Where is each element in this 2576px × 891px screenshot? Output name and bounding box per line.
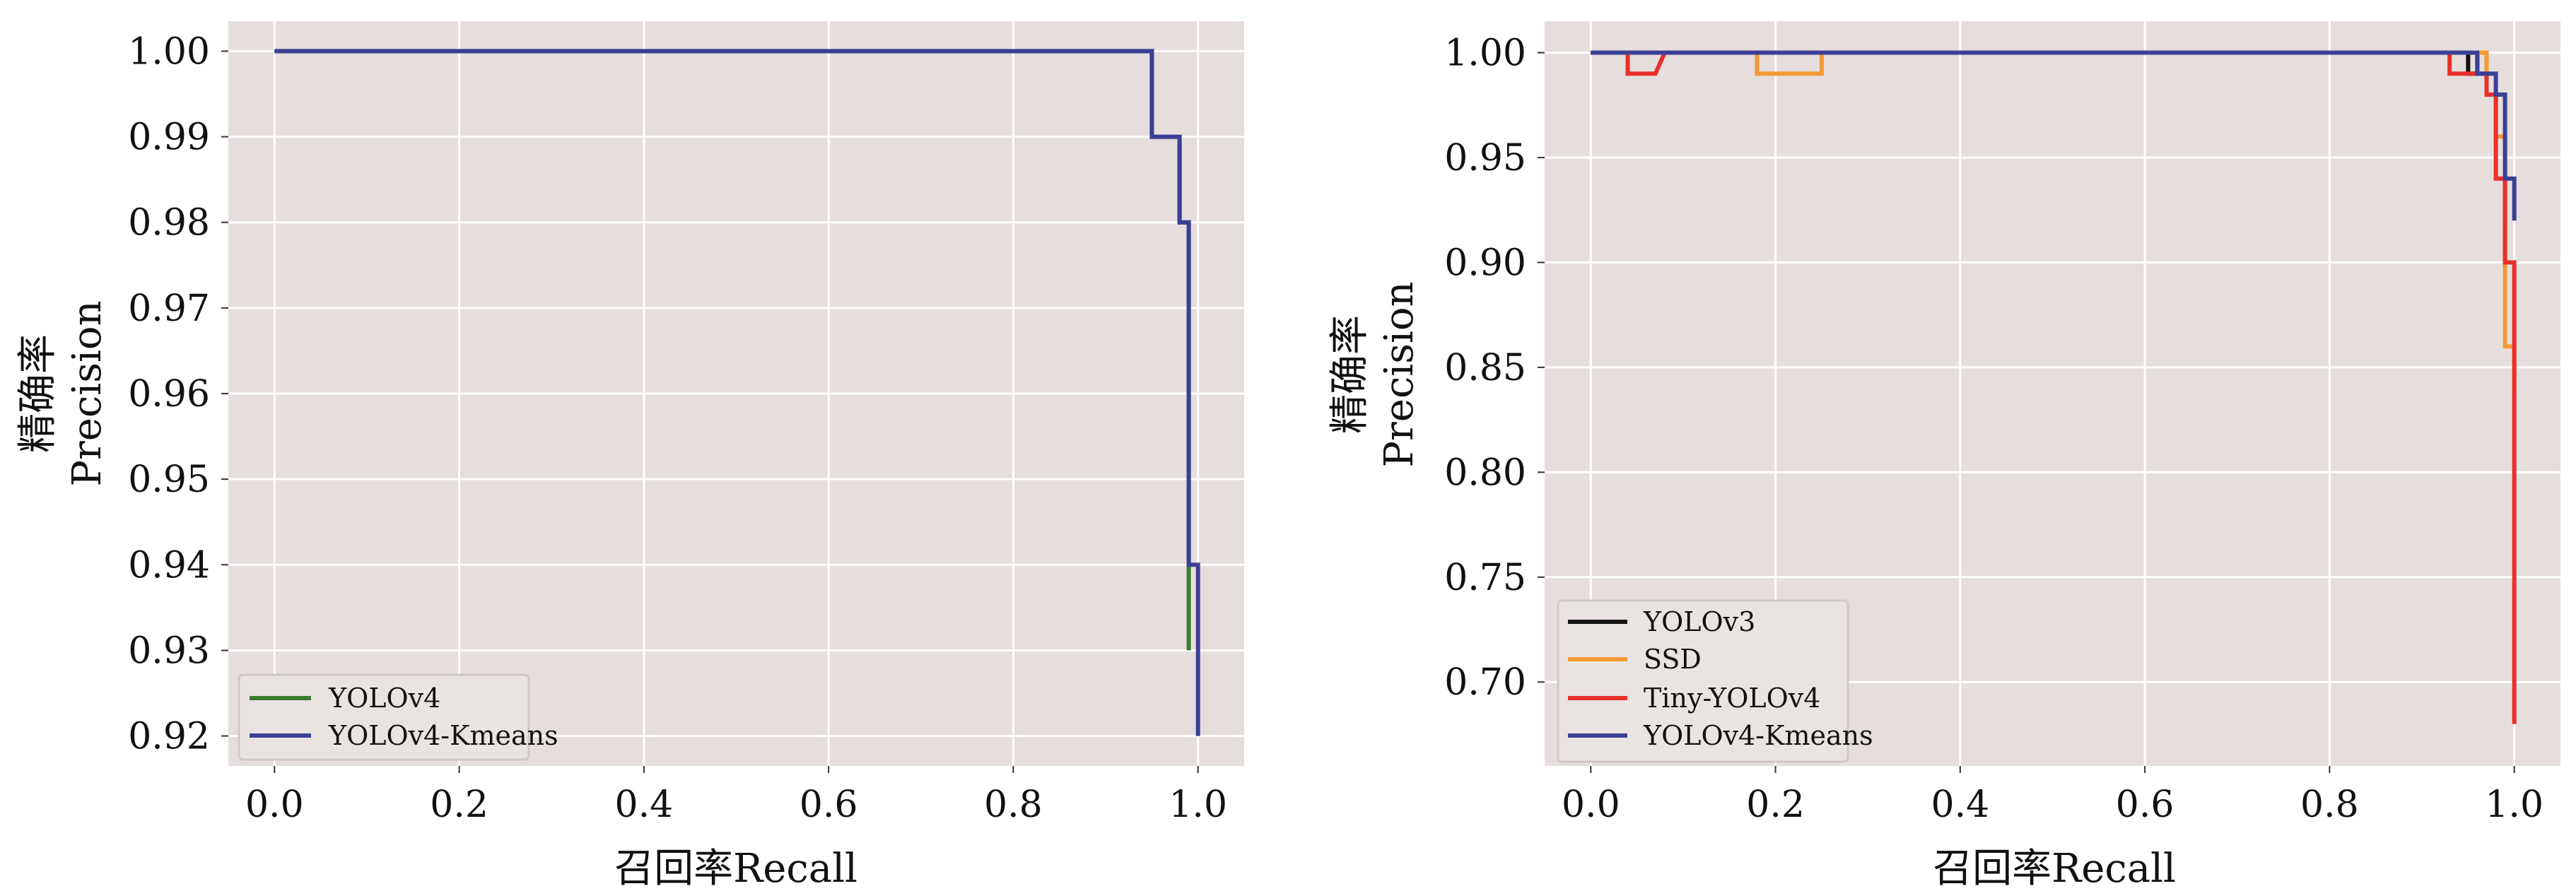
left-y-axis-label-en: Precision — [64, 300, 110, 486]
left-series — [274, 49, 1200, 736]
left-legend-box — [238, 673, 530, 761]
legend-label-ssd: SSD — [1644, 644, 1702, 675]
series-line-yolov4-kmeans — [274, 49, 1200, 736]
y-tick-label: 1.00 — [128, 30, 210, 73]
left-ticks: 0.0 0.2 0.4 0.6 0.8 1.0 0.92 0.93 0.94 0.95 0.96 0.… — [128, 30, 1227, 826]
y-tick-label: 0.92 — [128, 716, 210, 758]
x-tick-label: 0.8 — [984, 784, 1043, 826]
y-tick-label: 0.97 — [128, 288, 210, 330]
x-tick-label: 0.0 — [245, 784, 304, 826]
left-x-axis-label: 召回率Recall — [614, 846, 857, 891]
x-tick-label: 0.6 — [2116, 784, 2174, 826]
legend-label-yolov3: YOLOv3 — [1643, 606, 1755, 637]
y-tick-label: 0.93 — [128, 630, 210, 672]
y-tick-label: 0.90 — [1444, 242, 1526, 284]
right-legend-box — [1557, 599, 1849, 763]
legend-label-yolov4-kmeans: YOLOv4-Kmeans — [328, 720, 558, 751]
x-tick-label: 1.0 — [1169, 784, 1227, 826]
y-tick-label: 0.94 — [128, 544, 210, 586]
x-tick-label: 0.4 — [615, 784, 674, 826]
x-tick-label: 0.2 — [430, 784, 488, 826]
y-tick-label: 0.95 — [128, 459, 210, 501]
right-ticks: 0.0 0.2 0.4 0.6 0.8 1.0 0.70 0.75 0.80 0.85 0.90 0.… — [1444, 33, 2543, 826]
left-legend: YOLOv4 YOLOv4-Kmeans — [238, 673, 558, 761]
y-tick-label: 0.80 — [1444, 452, 1526, 494]
right-series — [1591, 50, 2517, 724]
legend-label-yolov4-kmeans-right: YOLOv4-Kmeans — [1643, 720, 1873, 751]
x-tick-label: 0.6 — [800, 784, 858, 826]
y-tick-label: 0.96 — [128, 373, 210, 415]
series-line-yolov4-kmeans — [1591, 50, 2517, 221]
x-tick-label: 1.0 — [2485, 784, 2543, 826]
y-tick-label: 0.70 — [1444, 661, 1526, 704]
x-tick-label: 0.0 — [1562, 784, 1620, 826]
right-chart: 0.0 0.2 0.4 0.6 0.8 1.0 0.70 0.75 0.80 0.85 0.90 0.… — [1327, 21, 2560, 891]
y-tick-label: 1.00 — [1444, 33, 1526, 75]
y-tick-label: 0.85 — [1444, 347, 1526, 389]
legend-label-yolov4: YOLOv4 — [328, 683, 440, 714]
right-y-axis-label-en: Precision — [1376, 281, 1422, 467]
x-tick-label: 0.8 — [2300, 784, 2359, 826]
x-tick-label: 0.2 — [1746, 784, 1805, 826]
y-tick-label: 0.98 — [128, 202, 210, 244]
right-x-axis-label: 召回率Recall — [1933, 846, 2176, 891]
left-y-axis-label-cn: 精确率 — [15, 334, 61, 453]
left-chart: 0.0 0.2 0.4 0.6 0.8 1.0 0.92 0.93 0.94 0.95 0.96 0.… — [15, 21, 1244, 891]
y-tick-label: 0.75 — [1444, 557, 1526, 599]
right-y-axis-label-cn: 精确率 — [1327, 315, 1373, 434]
right-legend: YOLOv3 SSD Tiny-YOLOv4 YOLOv4-Kmeans — [1557, 599, 1873, 763]
y-tick-label: 0.99 — [128, 117, 210, 159]
legend-label-tiny-yolov4: Tiny-YOLOv4 — [1644, 683, 1820, 714]
y-tick-label: 0.95 — [1444, 137, 1526, 179]
x-tick-label: 0.4 — [1931, 784, 1990, 826]
